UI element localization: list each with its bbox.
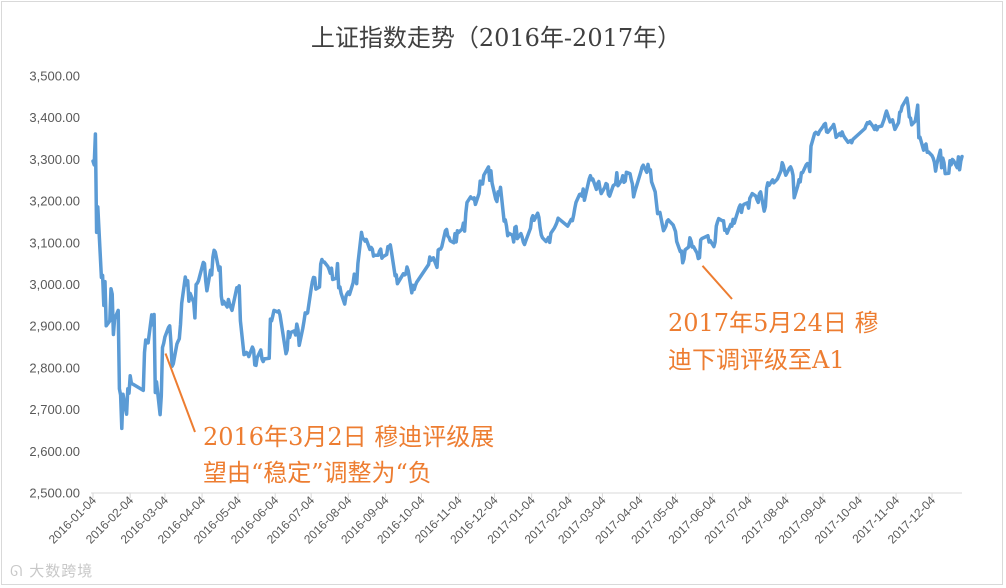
watermark-icon: ᘏ [10, 562, 30, 580]
annotation-leader-line [701, 265, 733, 300]
y-tick-label: 3,000.00 [29, 277, 80, 292]
annotation-text: 2017年5月24日 穆 [668, 309, 879, 337]
y-tick-label: 3,500.00 [29, 69, 80, 84]
annotation-text: 迪下调评级至A1 [668, 346, 845, 374]
y-tick-label: 2,600.00 [29, 444, 80, 459]
watermark: ᘏ 大数跨境 [10, 562, 94, 580]
y-tick-label: 3,100.00 [29, 235, 80, 250]
annotation-text: 2016年3月2日 穆迪评级展 [203, 423, 494, 451]
chart-title: 上证指数走势（2016年-2017年） [311, 24, 681, 52]
y-tick-label: 3,300.00 [29, 152, 80, 167]
x-axis-ticks: 2016-01-042016-02-042016-03-042016-04-04… [46, 493, 939, 547]
series-line [91, 96, 964, 431]
y-axis-ticks: 2,500.00 2,600.00 2,700.00 2,800.00 2,900.00… [29, 69, 80, 501]
y-tick-label: 2,800.00 [29, 360, 80, 375]
annotation-text: 望由“稳定”调整为“负 [203, 459, 432, 487]
y-tick-label: 3,400.00 [29, 110, 80, 125]
y-tick-label: 3,200.00 [29, 194, 80, 209]
y-tick-label: 2,700.00 [29, 402, 80, 417]
y-tick-label: 2,500.00 [29, 486, 80, 501]
y-tick-label: 2,900.00 [29, 319, 80, 334]
annotation-leader-line [164, 353, 196, 433]
annotations: 2016年3月2日 穆迪评级展 望由“稳定”调整为“负 2017年5月24日 穆… [164, 265, 879, 487]
